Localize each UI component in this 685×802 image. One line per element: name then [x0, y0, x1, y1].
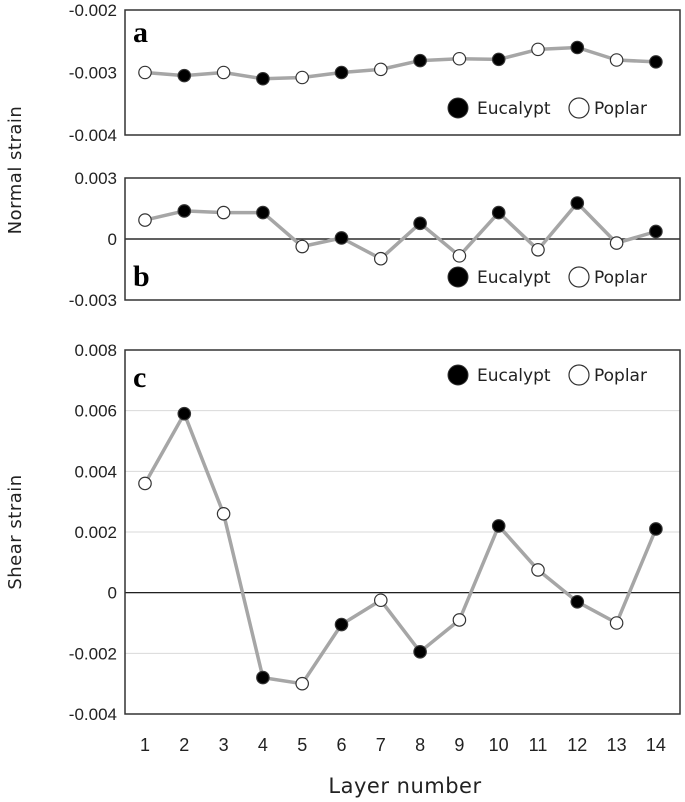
xtick-label-5: 6 [336, 735, 346, 755]
plot-frame-a [124, 9, 681, 136]
point-b-poplar-layer-1 [138, 213, 152, 227]
point-a-poplar-layer-1 [138, 65, 152, 80]
xtick-label-10: 11 [529, 735, 548, 755]
point-a-eucalypt-layer-12 [570, 40, 585, 55]
point-c-poplar-layer-3 [216, 506, 231, 521]
ytick-label-a-0: -0.002 [69, 1, 117, 20]
point-b-poplar-layer-7 [373, 251, 388, 266]
ytick-label-c-5: -0.002 [69, 644, 117, 663]
point-c-eucalypt-layer-8 [413, 645, 427, 659]
xtick-label-12: 13 [607, 735, 627, 755]
legend-poplar-marker-b [568, 266, 590, 288]
plot-frame-b [124, 177, 681, 301]
series-line-c [143, 411, 658, 686]
xtick-label-11: 12 [567, 735, 587, 755]
xtick-label-3: 4 [258, 735, 268, 755]
point-b-poplar-layer-13 [609, 236, 624, 250]
panel-letter-b: b [133, 260, 150, 293]
legend-poplar-label-a: Poplar [594, 99, 647, 119]
xtick-label-7: 8 [415, 735, 425, 755]
shear-strain-ylabel: Shear strain [5, 474, 26, 589]
xtick-label-6: 7 [376, 735, 386, 755]
point-c-poplar-layer-13 [609, 616, 624, 630]
point-a-eucalypt-layer-10 [491, 52, 506, 67]
ytick-label-c-3: 0.002 [74, 523, 117, 542]
xtick-label-1: 2 [179, 735, 189, 755]
normal-strain-ylabel: Normal strain [5, 106, 26, 235]
ytick-label-c-2: 0.004 [74, 462, 117, 481]
point-b-eucalypt-layer-8 [413, 216, 427, 231]
point-c-eucalypt-layer-6 [334, 617, 349, 632]
panel-letter-a: a [133, 16, 148, 49]
legend-eucalypt-marker-c [447, 364, 469, 386]
legend-eucalypt-marker-b [447, 266, 469, 288]
point-b-poplar-layer-3 [216, 205, 231, 220]
xtick-label-0: 1 [140, 735, 150, 755]
panels: -0.002 -0.003 -0.004 a Eucalypt Poplar 0.003 0 -… [69, 1, 681, 755]
panel-b: 0.003 0 -0.003 b Eucalypt Poplar [69, 169, 681, 310]
xtick-label-2: 3 [219, 735, 229, 755]
ytick-label-c-4: 0 [108, 584, 117, 603]
point-c-eucalypt-layer-14 [649, 522, 663, 536]
ytick-label-c-0: 0.008 [74, 341, 117, 360]
xtick-label-9: 10 [489, 735, 509, 755]
point-c-poplar-layer-11 [531, 563, 545, 577]
point-a-poplar-layer-9 [452, 51, 467, 66]
point-c-poplar-layer-7 [373, 593, 388, 608]
point-a-eucalypt-layer-2 [177, 68, 192, 83]
layer-number-xlabel: Layer number [328, 774, 481, 798]
legend-eucalypt-label-c: Eucalypt [477, 366, 551, 386]
point-c-poplar-layer-9 [452, 613, 467, 627]
point-b-poplar-layer-11 [531, 242, 545, 257]
ytick-label-a-2: -0.004 [69, 126, 117, 145]
legend-poplar-marker-a [568, 97, 590, 119]
point-b-eucalypt-layer-14 [649, 224, 663, 239]
legend-eucalypt-label-a: Eucalypt [477, 99, 551, 119]
xtick-label-8: 9 [454, 735, 464, 755]
point-a-eucalypt-layer-4 [256, 71, 270, 86]
point-b-eucalypt-layer-10 [491, 205, 506, 220]
xtick-label-13: 14 [646, 735, 666, 755]
point-c-eucalypt-layer-2 [177, 406, 192, 421]
point-a-poplar-layer-7 [373, 62, 388, 77]
point-a-eucalypt-layer-14 [649, 55, 663, 69]
legend-poplar-label-b: Poplar [594, 268, 647, 288]
point-c-poplar-layer-1 [138, 476, 152, 491]
point-b-poplar-layer-5 [295, 239, 309, 254]
legend-eucalypt-marker-a [447, 97, 469, 119]
point-c-poplar-layer-5 [295, 676, 309, 691]
legend-poplar-label-c: Poplar [594, 366, 647, 386]
ytick-label-a-1: -0.003 [69, 64, 117, 83]
plot-frame-c [124, 349, 681, 715]
ytick-label-c-6: -0.004 [69, 705, 117, 724]
point-a-poplar-layer-11 [531, 42, 545, 57]
point-b-eucalypt-layer-4 [256, 205, 270, 220]
point-a-poplar-layer-5 [295, 70, 309, 85]
ytick-label-c-1: 0.006 [74, 402, 117, 421]
point-a-poplar-layer-13 [609, 53, 624, 67]
point-c-eucalypt-layer-4 [256, 670, 270, 685]
panel-a: -0.002 -0.003 -0.004 a Eucalypt Poplar [69, 1, 681, 145]
legend-poplar-marker-c [568, 364, 590, 386]
panel-letter-c: c [133, 361, 146, 394]
point-b-eucalypt-layer-2 [177, 204, 192, 218]
point-b-eucalypt-layer-6 [334, 231, 349, 245]
point-a-eucalypt-layer-6 [334, 65, 349, 80]
ytick-label-b-2: -0.003 [69, 291, 117, 310]
point-b-poplar-layer-9 [452, 249, 467, 263]
point-b-eucalypt-layer-12 [570, 196, 585, 210]
point-c-eucalypt-layer-12 [570, 594, 585, 609]
ytick-label-b-1: 0 [108, 230, 117, 249]
ytick-label-b-0: 0.003 [74, 169, 117, 188]
point-a-poplar-layer-3 [216, 65, 231, 80]
point-c-eucalypt-layer-10 [491, 519, 506, 533]
legend-eucalypt-label-b: Eucalypt [477, 268, 551, 288]
point-a-eucalypt-layer-8 [413, 53, 427, 68]
xtick-label-4: 5 [297, 735, 307, 755]
